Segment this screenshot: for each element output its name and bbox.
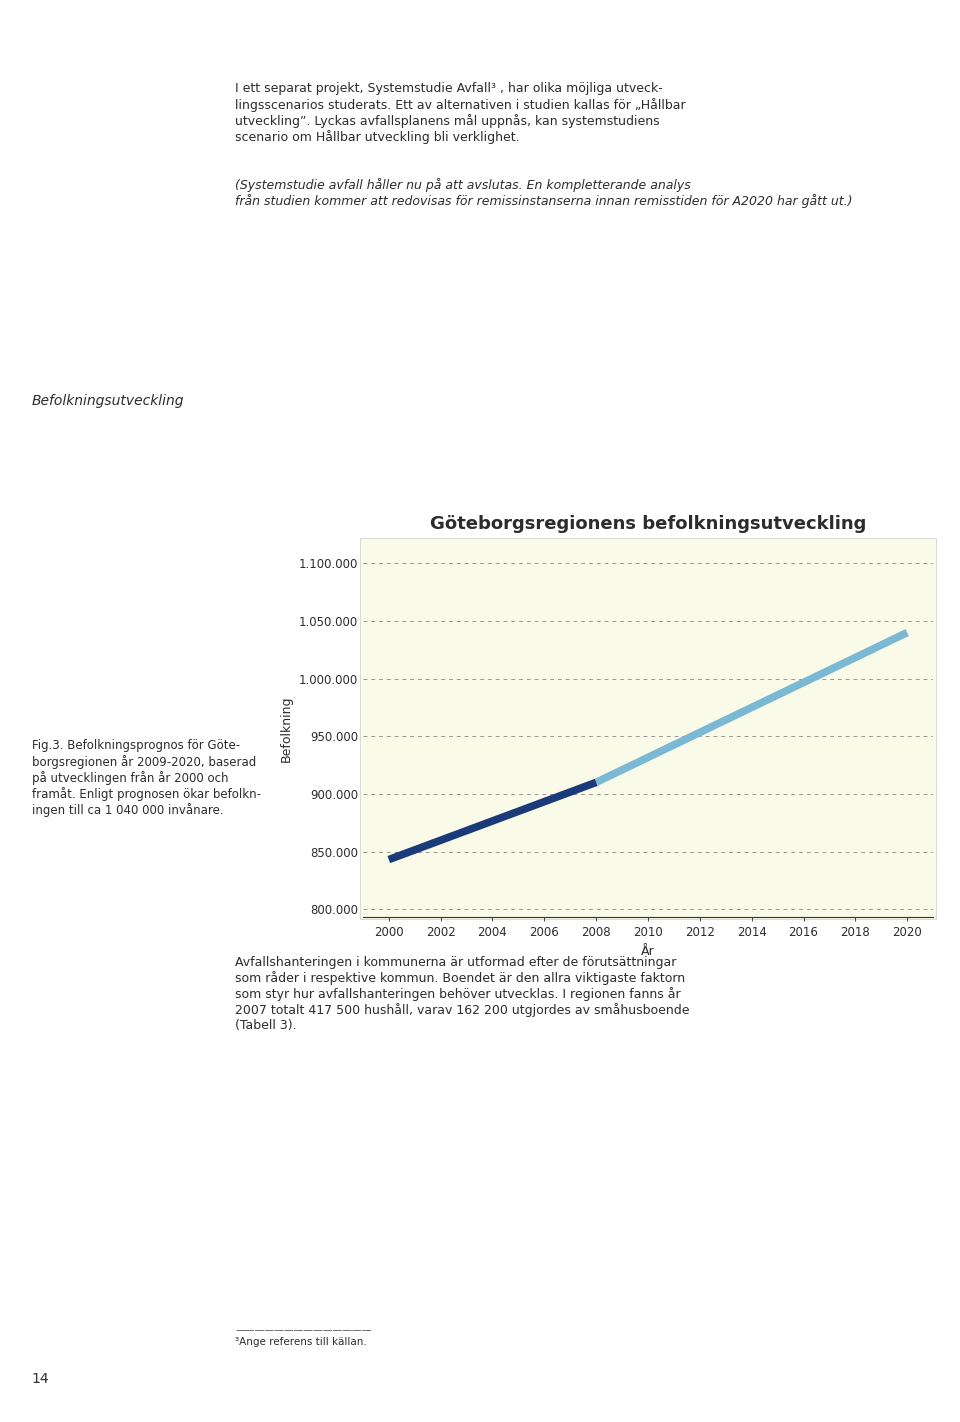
Text: ³Ange referens till källan.: ³Ange referens till källan.	[235, 1337, 367, 1347]
Text: ——————————————: ——————————————	[235, 1325, 372, 1335]
Text: Avfallshanteringen i kommunerna är utformad efter de förutsättningar
som råder i: Avfallshanteringen i kommunerna är utfor…	[235, 956, 689, 1032]
Title: Göteborgsregionens befolkningsutveckling: Göteborgsregionens befolkningsutveckling	[430, 515, 866, 533]
Y-axis label: Befolkning: Befolkning	[280, 695, 293, 762]
X-axis label: År: År	[641, 944, 655, 958]
Text: Befolkningsutveckling: Befolkningsutveckling	[32, 394, 184, 408]
Text: Fig.3. Befolkningsprognos för Göte-
borgsregionen år 2009-2020, baserad
på utvec: Fig.3. Befolkningsprognos för Göte- borg…	[32, 739, 261, 818]
Text: (Systemstudie avfall håller nu på att avslutas. En kompletterande analys
från st: (Systemstudie avfall håller nu på att av…	[235, 178, 852, 208]
Text: 14: 14	[32, 1372, 49, 1386]
Text: I ett separat projekt, Systemstudie Avfall³ , har olika möjliga utveck-
lingssce: I ett separat projekt, Systemstudie Avfa…	[235, 82, 685, 144]
FancyBboxPatch shape	[360, 539, 936, 919]
